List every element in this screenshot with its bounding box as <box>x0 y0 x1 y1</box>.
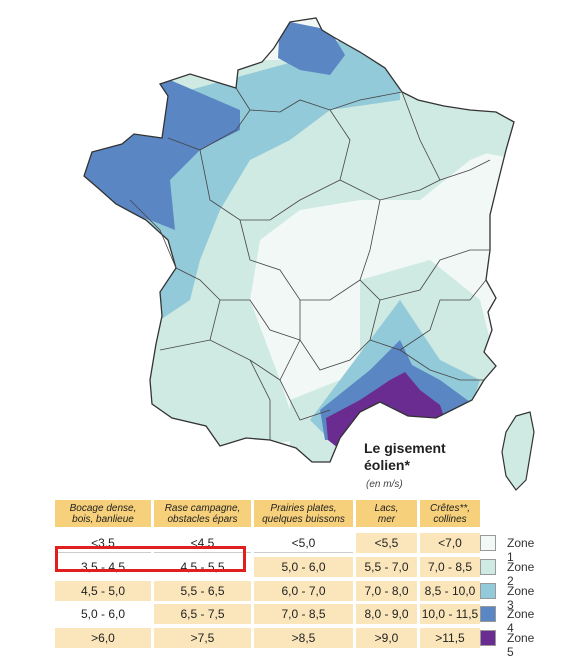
table-cell: >7,5 <box>154 628 251 648</box>
table-cell: >11,5 <box>420 628 480 648</box>
column-header: Prairies plates, quelques buissons <box>254 500 353 527</box>
table-cell: 5,5 - 6,5 <box>154 581 251 601</box>
table-cell: <5,5 <box>356 533 417 553</box>
table-cell: 8,0 - 9,0 <box>356 604 417 624</box>
zone-swatch <box>480 559 496 575</box>
table-cell: >9,0 <box>356 628 417 648</box>
legend-unit: (en m/s) <box>366 479 403 490</box>
table-cell: 10,0 - 11,5 <box>420 604 480 624</box>
france-wind-map <box>83 17 535 491</box>
zone-label: Zone 3 <box>507 584 535 612</box>
zone-swatch <box>480 606 496 622</box>
region-borders <box>129 87 491 440</box>
column-header: Bocage dense, bois, banlieue <box>55 500 151 527</box>
zone-swatch <box>480 630 496 646</box>
zone-label: Zone 5 <box>507 631 535 659</box>
table-cell: 5,0 - 6,0 <box>254 557 353 577</box>
zone-swatch <box>480 535 496 551</box>
table-cell: 5,0 - 6,0 <box>55 604 151 624</box>
table-cell: 8,5 - 10,0 <box>420 581 480 601</box>
table-cell: 5,5 - 7,0 <box>356 557 417 577</box>
table-cell: 4,5 - 5,0 <box>55 581 151 601</box>
zone-label: Zone 1 <box>507 536 535 564</box>
table-cell: <5,0 <box>254 533 353 553</box>
table-cell: <7,0 <box>420 533 480 553</box>
table-cell: 6,0 - 7,0 <box>254 581 353 601</box>
column-header: Rase campagne, obstacles épars <box>154 500 251 527</box>
table-cell: 6,5 - 7,5 <box>154 604 251 624</box>
table-cell: 7,0 - 8,5 <box>420 557 480 577</box>
table-cell: 7,0 - 8,0 <box>356 581 417 601</box>
highlight-box <box>55 546 246 572</box>
zone-label: Zone 2 <box>507 560 535 588</box>
table-cell: 7,0 - 8,5 <box>254 604 353 624</box>
corsica <box>501 411 535 491</box>
column-header: Crêtes**, collines <box>420 500 480 527</box>
zone-swatch <box>480 583 496 599</box>
column-header: Lacs, mer <box>356 500 417 527</box>
zone2-northeast <box>430 100 514 160</box>
table-cell: >8,5 <box>254 628 353 648</box>
legend-title: Le gisement éolien* <box>364 440 446 473</box>
table-cell: >6,0 <box>55 628 151 648</box>
zone5-region <box>326 372 445 448</box>
zone-label: Zone 4 <box>507 607 535 635</box>
